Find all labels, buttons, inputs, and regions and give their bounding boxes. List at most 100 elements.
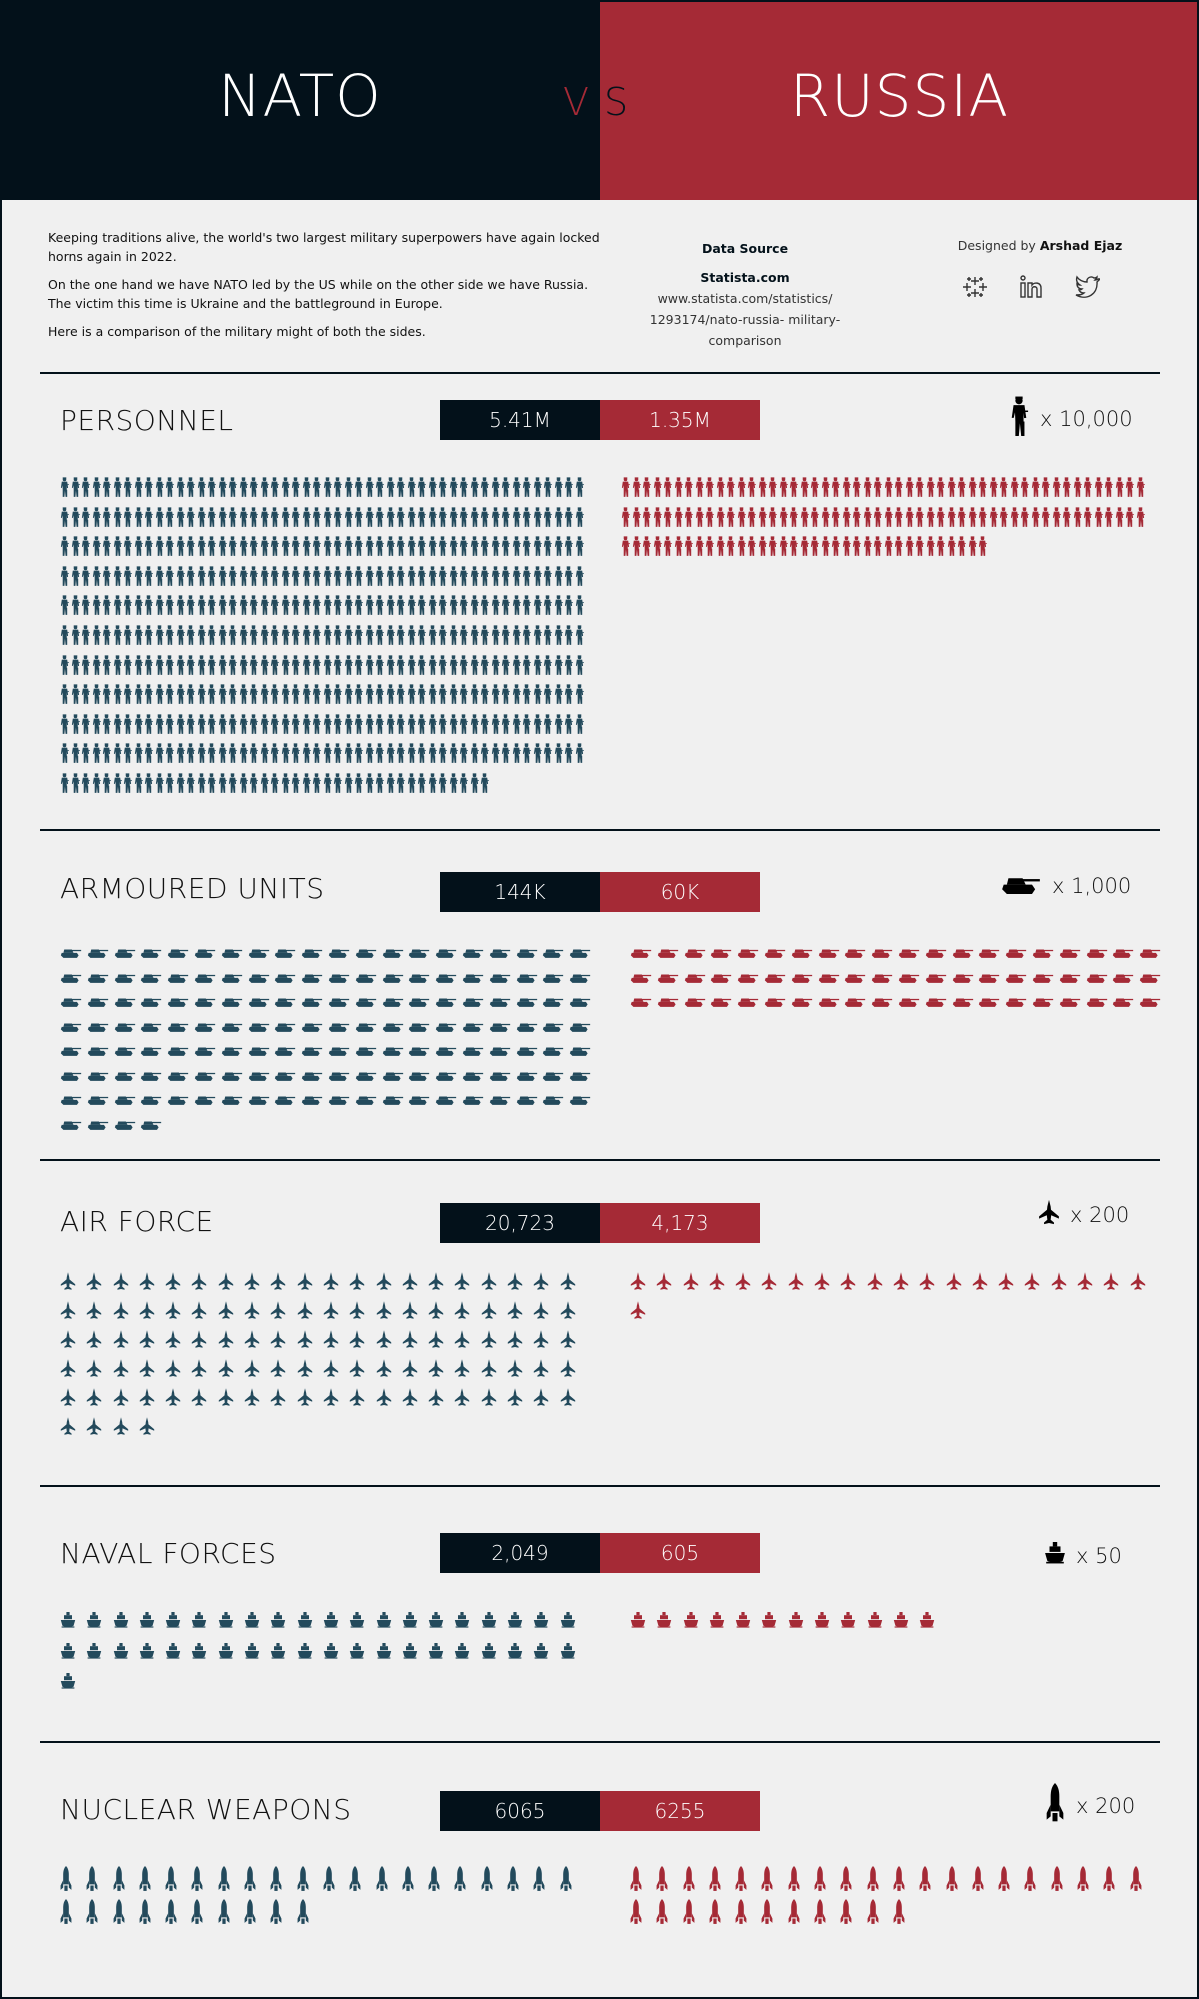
tank-icon — [221, 1093, 248, 1118]
jet-icon — [349, 1388, 375, 1417]
tank-icon — [1139, 971, 1166, 996]
missile-icon — [270, 1866, 296, 1899]
ship-icon — [840, 1612, 866, 1643]
soldier-icon — [123, 476, 134, 506]
soldier-icon — [270, 742, 281, 772]
soldier-icon — [543, 476, 554, 506]
jet-icon — [683, 1272, 709, 1301]
soldier-icon — [218, 772, 229, 802]
source-url[interactable]: www.statista.com/statistics/ 1293174/nat… — [649, 291, 841, 348]
soldier-icon — [575, 476, 586, 506]
tableau-icon[interactable] — [962, 274, 988, 300]
soldier-icon — [134, 476, 145, 506]
tank-icon — [60, 1118, 87, 1143]
soldier-icon — [92, 654, 103, 684]
soldier-icon — [417, 476, 428, 506]
jet-icon — [86, 1272, 112, 1301]
ship-icon — [323, 1642, 349, 1674]
soldier-icon — [176, 742, 187, 772]
ship-icon — [428, 1642, 454, 1674]
soldier-icon — [512, 565, 523, 595]
jet-icon — [270, 1330, 296, 1359]
missile-icon — [788, 1866, 814, 1899]
soldier-icon — [491, 654, 502, 684]
ship-icon — [270, 1642, 296, 1674]
soldier-icon — [575, 654, 586, 684]
naval-forces-values: 2,049 605 — [440, 1533, 760, 1573]
soldier-icon — [312, 476, 323, 506]
soldier-icon — [207, 683, 218, 713]
soldier-icon — [1073, 506, 1084, 536]
soldier-icon — [533, 624, 544, 654]
soldier-icon — [249, 535, 260, 565]
soldier-icon — [375, 654, 386, 684]
twitter-icon[interactable] — [1074, 274, 1102, 300]
tank-icon — [87, 1069, 114, 1094]
soldier-icon — [642, 535, 653, 565]
soldier-icon — [705, 476, 716, 506]
soldier-icon — [270, 565, 281, 595]
tank-icon — [516, 971, 543, 996]
soldier-icon — [863, 506, 874, 536]
soldier-icon — [281, 772, 292, 802]
soldier-icon — [312, 713, 323, 743]
soldier-icon — [459, 772, 470, 802]
soldier-icon — [102, 476, 113, 506]
soldier-icon — [207, 772, 218, 802]
soldier-icon — [81, 772, 92, 802]
soldier-icon — [60, 654, 71, 684]
soldier-icon — [312, 683, 323, 713]
soldier-icon — [396, 506, 407, 536]
soldier-icon — [228, 683, 239, 713]
linkedin-icon[interactable] — [1018, 274, 1044, 300]
tank-icon — [435, 1093, 462, 1118]
soldier-icon — [207, 742, 218, 772]
jet-icon — [60, 1272, 86, 1301]
soldier-icon — [779, 535, 790, 565]
soldier-icon — [554, 594, 565, 624]
soldier-icon — [1010, 506, 1021, 536]
tank-icon — [408, 971, 435, 996]
soldier-icon — [1104, 476, 1115, 506]
jet-icon — [218, 1301, 244, 1330]
soldier-icon — [407, 742, 418, 772]
jet-icon — [270, 1272, 296, 1301]
tank-icon — [114, 1118, 141, 1143]
soldier-icon — [123, 683, 134, 713]
soldier-icon — [197, 565, 208, 595]
soldier-icon — [779, 506, 790, 536]
soldier-icon — [533, 713, 544, 743]
intro-paragraph: Here is a comparison of the military mig… — [48, 324, 426, 339]
tank-icon — [844, 946, 871, 971]
soldier-icon — [407, 624, 418, 654]
ship-icon — [218, 1642, 244, 1674]
soldier-icon — [165, 683, 176, 713]
soldier-icon — [386, 683, 397, 713]
soldier-icon — [281, 506, 292, 536]
soldier-icon — [123, 565, 134, 595]
tank-icon — [382, 1044, 409, 1069]
tank-icon — [328, 995, 355, 1020]
russia-header: RUSSIA S — [600, 0, 1199, 200]
soldier-icon — [207, 506, 218, 536]
soldier-icon — [60, 535, 71, 565]
tank-icon — [140, 946, 167, 971]
soldier-icon — [428, 742, 439, 772]
soldier-icon — [291, 565, 302, 595]
ship-icon — [867, 1612, 893, 1643]
jet-icon — [893, 1272, 919, 1301]
soldier-icon — [417, 742, 428, 772]
soldier-icon — [936, 506, 947, 536]
nato-value: 5.41M — [440, 400, 600, 440]
soldier-icon — [512, 742, 523, 772]
soldier-icon — [800, 535, 811, 565]
soldier-icon — [228, 772, 239, 802]
ship-icon — [428, 1612, 454, 1643]
soldier-icon — [354, 683, 365, 713]
soldier-icon — [197, 594, 208, 624]
tank-icon — [301, 971, 328, 996]
soldier-icon — [543, 654, 554, 684]
jet-icon — [481, 1359, 507, 1388]
jet-icon — [349, 1359, 375, 1388]
soldier-icon — [470, 654, 481, 684]
